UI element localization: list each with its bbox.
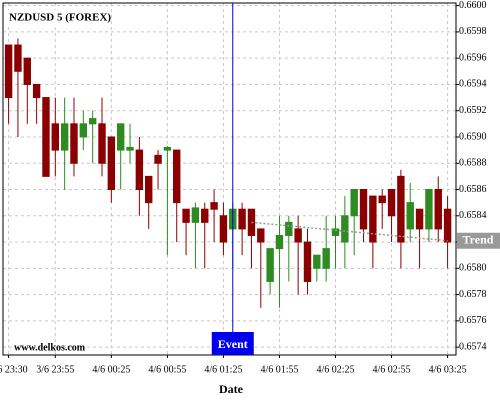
candle-body [116, 123, 125, 151]
candle-body [219, 215, 228, 243]
candle-body [257, 228, 265, 243]
candle-body [88, 118, 97, 125]
trend-label: Trend [463, 232, 494, 246]
candle-body [369, 195, 377, 243]
candle-body [14, 44, 22, 72]
trend-label-box [457, 232, 500, 249]
title-box [6, 10, 104, 26]
candle-body [173, 149, 181, 204]
y-tick-label: 0.6584 [459, 210, 487, 221]
candle-body [350, 189, 358, 217]
candle-body [135, 149, 144, 191]
candle-body [70, 123, 78, 164]
candle-body [126, 146, 134, 151]
y-tick-label: 0.6596 [459, 52, 487, 63]
x-axis-label: Date [219, 382, 244, 396]
candle-body [51, 123, 60, 151]
plot-marks [4, 38, 452, 308]
candle-body [107, 136, 116, 191]
x-tick-label: 4/6 01:55 [260, 364, 298, 375]
candle-body [42, 97, 50, 177]
y-tick-label: 0.6600 [459, 0, 487, 11]
candle-body [443, 208, 452, 243]
candle-body [294, 228, 302, 243]
candle-body [378, 195, 386, 204]
candle-body [303, 241, 312, 282]
watermark: www.delkos.com [14, 342, 86, 353]
candle-body [79, 123, 88, 138]
chart-title: NZDUSD 5 (FOREX) [9, 12, 111, 24]
candle-body [32, 83, 41, 99]
candle-body [182, 208, 190, 223]
candle-body [201, 208, 209, 223]
y-tick-label: 0.6580 [459, 263, 487, 274]
x-tick-label: 4/6 00:25 [92, 364, 130, 375]
x-tick-label: 3/6 23:30 [0, 364, 28, 375]
event-label: Event [218, 337, 248, 351]
x-tick-label: 4/6 02:25 [316, 364, 354, 375]
candle-body [191, 207, 200, 223]
y-tick-label: 0.6594 [459, 79, 487, 90]
candle-body [397, 175, 405, 243]
candle-body [154, 154, 162, 164]
x-tick-label: 4/6 00:55 [148, 364, 186, 375]
y-tick-label: 0.6574 [459, 341, 487, 352]
candle-body [266, 248, 274, 282]
candle-body [238, 208, 246, 230]
x-tick-label: 4/6 03:25 [429, 364, 467, 375]
candle-body [387, 189, 396, 217]
candle-body [322, 248, 330, 269]
candle-body [313, 254, 321, 269]
candle-body [60, 123, 69, 151]
candle-body [425, 189, 433, 230]
x-tick-label: 4/6 02:55 [373, 364, 411, 375]
candle-body [4, 44, 13, 99]
trend-line [251, 221, 448, 242]
candle-body [285, 221, 293, 236]
y-tick-label: 0.6576 [459, 315, 487, 326]
candle-body [275, 234, 284, 250]
candle-body [331, 228, 340, 236]
candle-body [434, 189, 442, 230]
candle-body [210, 202, 218, 210]
y-tick-label: 0.6592 [459, 105, 487, 116]
candle-body [415, 208, 424, 230]
y-tick-label: 0.6590 [459, 131, 487, 142]
x-tick-label: 3/6 23:55 [36, 364, 74, 375]
candle-body [341, 215, 349, 243]
y-tick-label: 0.6586 [459, 184, 487, 195]
y-tick-label: 0.6588 [459, 158, 487, 169]
y-tick-label: 0.6598 [459, 26, 487, 37]
event-label-box [211, 332, 254, 355]
candle-body [145, 175, 153, 204]
candle-body [359, 189, 368, 230]
candle-body [23, 57, 31, 85]
candle-body [406, 202, 414, 230]
candle-body [98, 123, 106, 164]
candle-body [163, 146, 172, 151]
x-tick-label: 4/6 01:25 [204, 364, 242, 375]
y-tick-label: 0.6578 [459, 289, 487, 300]
